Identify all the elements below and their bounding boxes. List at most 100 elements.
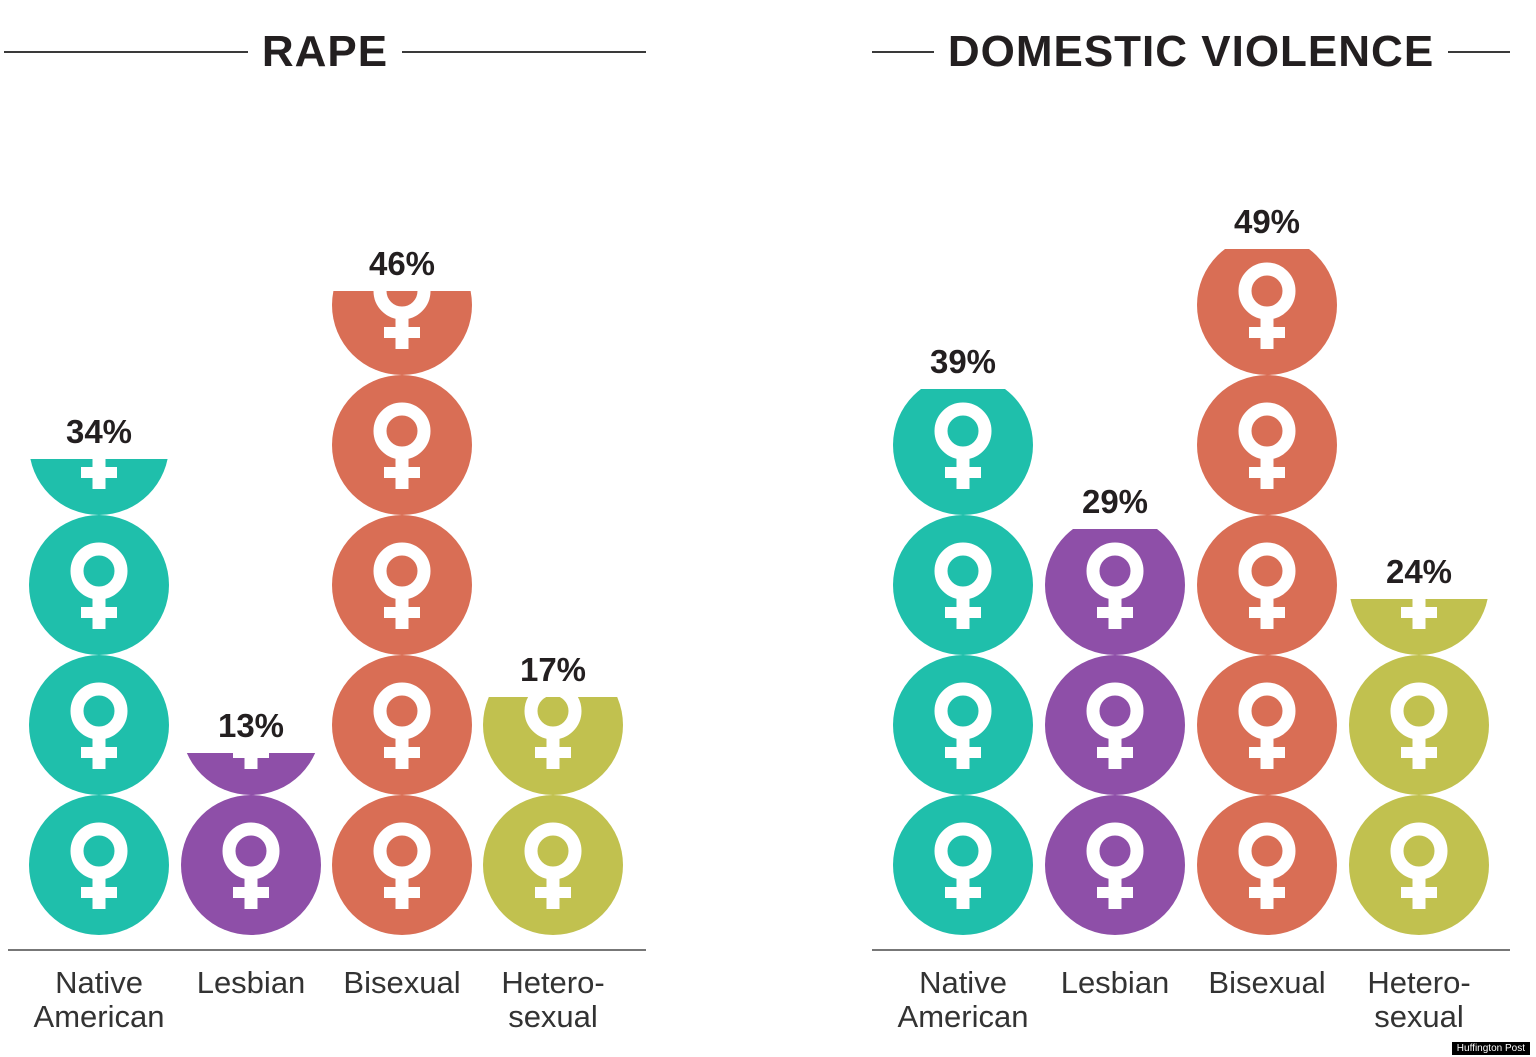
rape-panel: RAPE 34% 13% 46% 17% Native American Les… [0,0,660,1057]
dv-native-american-circle-4 [893,389,1033,515]
rape-value-label-heterosexual: 17% [519,651,587,688]
dv-heterosexual-circle-3-female-symbol-icon [1401,599,1437,629]
dv-bisexual-circle-3-female-symbol-icon-ring [1238,542,1296,600]
dv-native-american-circle-1 [893,795,1033,935]
rape-bar-lesbian [181,753,321,935]
dv-value-label-lesbian: 29% [1081,483,1149,520]
rape-bar-bisexual [332,291,472,935]
dv-lesbian-circle-3 [1045,529,1185,655]
dv-heterosexual-circle-1-female-symbol-icon-ring [1390,822,1448,880]
dv-bisexual-circle-3-female-symbol-icon-cross [1249,607,1285,618]
title-rule-left [872,51,934,53]
dv-native-american-circle-2-female-symbol-icon-cross [945,747,981,758]
dv-heterosexual-circle-2-female-symbol-icon-cross [1401,747,1437,758]
rape-bisexual-circle-4 [332,375,472,515]
dv-heterosexual-circle-2-female-symbol-icon [1390,682,1448,769]
dv-bisexual-circle-1-female-symbol-icon-cross [1249,887,1285,898]
rape-native-american-circle-1-female-symbol-icon-cross [81,887,117,898]
rape-bisexual-circle-1 [332,795,472,935]
dv-lesbian-circle-2-female-symbol-icon-cross [1097,747,1133,758]
rape-lesbian-circle-1-female-symbol-icon-ring [222,822,280,880]
rape-bisexual-circle-1-female-symbol-icon-cross [384,887,420,898]
dv-native-american-circle-4-female-symbol-icon [934,402,992,489]
dv-native-american-circle-1-female-symbol-icon-cross [945,887,981,898]
domestic-violence-baseline [872,949,1510,951]
dv-heterosexual-circle-1 [1349,795,1489,935]
rape-bisexual-circle-1-female-symbol-icon-ring [373,822,431,880]
rape-native-american-circle-4-female-symbol-icon [81,459,117,489]
rape-bisexual-circle-4-female-symbol-icon [373,402,431,489]
rape-native-american-circle-1 [29,795,169,935]
dv-bar-lesbian [1045,529,1185,935]
rape-title: RAPE [261,27,389,76]
dv-bisexual-circle-5-female-symbol-icon-ring [1238,262,1296,320]
dv-bisexual-circle-2-female-symbol-icon-ring [1238,682,1296,740]
rape-native-american-circle-2-female-symbol-icon-ring [70,682,128,740]
dv-bar-bisexual [1197,249,1337,935]
dv-category-lesbian: Lesbian [1060,965,1170,1000]
domestic-violence-title-row: DOMESTIC VIOLENCE [872,22,1510,82]
rape-bisexual-circle-5-female-symbol-icon [373,291,431,349]
dv-heterosexual-circle-2 [1349,655,1489,795]
rape-bisexual-circle-5-female-symbol-icon-cross [384,327,420,338]
rape-category-native-american: Native American [33,965,165,1034]
dv-lesbian-circle-2 [1045,655,1185,795]
rape-heterosexual-circle-1-female-symbol-icon [524,822,582,909]
dv-native-american-circle-2 [893,655,1033,795]
rape-bisexual-circle-3-female-symbol-icon [373,542,431,629]
dv-native-american-circle-4-female-symbol-icon-cross [945,467,981,478]
dv-native-american-circle-4-female-symbol-icon-ring [934,402,992,460]
rape-value-label-bisexual: 46% [368,245,436,282]
dv-lesbian-circle-1-female-symbol-icon [1086,822,1144,909]
rape-bisexual-circle-3 [332,515,472,655]
dv-native-american-circle-3-female-symbol-icon [934,542,992,629]
rape-bisexual-circle-2-female-symbol-icon-ring [373,682,431,740]
rape-lesbian-circle-1-female-symbol-icon-cross [233,887,269,898]
rape-heterosexual-circle-2-female-symbol-icon-ring [524,697,582,740]
rape-category-lesbian: Lesbian [196,965,306,1000]
dv-native-american-circle-1-female-symbol-icon-ring [934,822,992,880]
dv-bisexual-circle-5-female-symbol-icon [1238,262,1296,349]
rape-native-american-circle-2-female-symbol-icon-cross [81,747,117,758]
dv-lesbian-circle-2-female-symbol-icon [1086,682,1144,769]
dv-bisexual-circle-1-female-symbol-icon-ring [1238,822,1296,880]
rape-bisexual-circle-2-female-symbol-icon-cross [384,747,420,758]
dv-native-american-circle-3 [893,515,1033,655]
title-rule-right [1448,51,1510,53]
dv-bar-heterosexual [1349,599,1489,935]
dv-heterosexual-circle-2-female-symbol-icon-ring [1390,682,1448,740]
title-rule-right [402,51,646,53]
rape-native-american-circle-3-female-symbol-icon-ring [70,542,128,600]
rape-lesbian-circle-2-female-symbol-icon [233,753,269,769]
credit-badge: Huffington Post [1451,1042,1530,1055]
rape-value-label-lesbian: 13% [217,707,285,744]
rape-lesbian-circle-2-female-symbol-icon-cross [233,753,269,758]
rape-native-american-circle-2 [29,655,169,795]
dv-value-label-bisexual: 49% [1233,203,1301,240]
dv-heterosexual-circle-3-female-symbol-icon-cross [1401,607,1437,618]
rape-bisexual-circle-1-female-symbol-icon [373,822,431,909]
rape-native-american-circle-2-female-symbol-icon [70,682,128,769]
rape-bar-native-american [29,459,169,935]
dv-bisexual-circle-5 [1197,249,1337,375]
dv-lesbian-circle-1-female-symbol-icon-cross [1097,887,1133,898]
dv-category-heterosexual: Hetero- sexual [1367,965,1471,1034]
rape-lesbian-circle-1-female-symbol-icon [222,822,280,909]
dv-bisexual-circle-2 [1197,655,1337,795]
dv-bisexual-circle-5-female-symbol-icon-cross [1249,327,1285,338]
rape-native-american-circle-3-female-symbol-icon-cross [81,607,117,618]
dv-lesbian-circle-1-female-symbol-icon-ring [1086,822,1144,880]
dv-native-american-circle-3-female-symbol-icon-cross [945,607,981,618]
rape-heterosexual-circle-1 [483,795,623,935]
dv-native-american-circle-2-female-symbol-icon [934,682,992,769]
rape-bisexual-circle-3-female-symbol-icon-ring [373,542,431,600]
dv-bar-native-american [893,389,1033,935]
dv-bisexual-circle-1-female-symbol-icon [1238,822,1296,909]
rape-bars [29,291,623,935]
rape-native-american-circle-1-female-symbol-icon-ring [70,822,128,880]
rape-bisexual-circle-3-female-symbol-icon-cross [384,607,420,618]
dv-native-american-circle-1-female-symbol-icon [934,822,992,909]
rape-heterosexual-circle-2-female-symbol-icon [524,697,582,769]
